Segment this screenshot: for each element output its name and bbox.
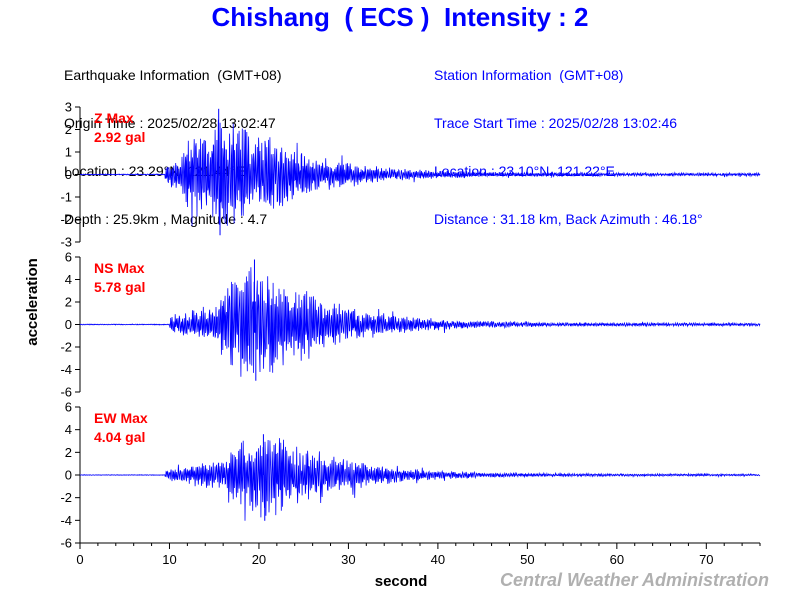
y-tick-label: 2	[65, 295, 72, 310]
y-tick-label: 6	[65, 400, 72, 415]
max-label-z: Z Max	[94, 110, 134, 126]
max-value-z: 2.92 gal	[94, 129, 145, 145]
y-tick-label: -6	[60, 536, 72, 551]
chart-title: Chishang ( ECS ) Intensity : 2	[211, 2, 589, 32]
y-tick-label: -1	[60, 190, 72, 205]
y-tick-label: -2	[60, 490, 72, 505]
station-distance: Distance : 31.18 km, Back Azimuth : 46.1…	[434, 211, 703, 227]
y-tick-label: 3	[65, 100, 72, 115]
y-axis-label: acceleration	[24, 258, 41, 346]
max-label-ew: EW Max	[94, 410, 148, 426]
y-tick-label: 0	[65, 468, 72, 483]
earthquake-info-heading: Earthquake Information (GMT+08)	[64, 67, 282, 83]
x-tick-label: 30	[341, 552, 355, 567]
y-tick-label: -4	[60, 362, 72, 377]
y-tick-label: 4	[65, 272, 72, 287]
x-tick-label: 20	[252, 552, 266, 567]
origin-time: Origin Time : 2025/02/28 13:02:47	[64, 115, 276, 131]
y-tick-label: 0	[65, 317, 72, 332]
waveform-ns	[79, 267, 761, 377]
x-tick-label: 70	[699, 552, 713, 567]
x-tick-label: 10	[162, 552, 176, 567]
y-tick-label: 2	[65, 445, 72, 460]
y-tick-label: -2	[60, 212, 72, 227]
y-tick-label: -4	[60, 513, 72, 528]
x-tick-label: 40	[431, 552, 445, 567]
y-tick-label: -3	[60, 235, 72, 250]
max-value-ns: 5.78 gal	[94, 279, 145, 295]
y-tick-label: 2	[65, 122, 72, 137]
credit-text: Central Weather Administration	[499, 570, 769, 590]
y-tick-label: 4	[65, 422, 72, 437]
x-tick-label: 0	[76, 552, 83, 567]
station-info: Station Information (GMT+08) Trace Start…	[434, 35, 703, 243]
x-tick-label: 50	[520, 552, 534, 567]
waveform-ew	[79, 438, 761, 521]
x-axis-label: second	[375, 573, 428, 590]
max-label-ns: NS Max	[94, 260, 145, 276]
y-tick-label: 1	[65, 145, 72, 160]
y-tick-label: -6	[60, 385, 72, 400]
station-info-heading: Station Information (GMT+08)	[434, 67, 624, 83]
trace-start-time: Trace Start Time : 2025/02/28 13:02:46	[434, 115, 678, 131]
waveform-z	[79, 119, 761, 226]
y-tick-label: 0	[65, 167, 72, 182]
y-tick-label: 6	[65, 250, 72, 265]
max-value-ew: 4.04 gal	[94, 429, 145, 445]
x-tick-label: 60	[610, 552, 624, 567]
y-tick-label: -2	[60, 340, 72, 355]
